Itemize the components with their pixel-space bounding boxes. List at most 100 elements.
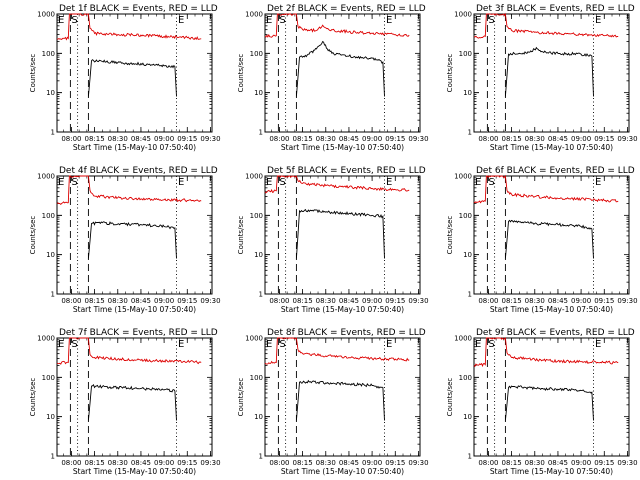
x-axis-label: Start Time (15-May-10 07:50:40) [281,305,404,314]
x-axis-label: Start Time (15-May-10 07:50:40) [490,467,613,476]
lld-series-line [56,13,202,41]
x-axis-label: Start Time (15-May-10 07:50:40) [281,143,404,152]
y-tick-label: 1 [51,129,55,137]
x-tick-label: 09:30 [408,297,428,305]
y-tick-label: 10 [46,89,55,97]
x-tick-label: 09:15 [385,297,405,305]
y-tick-label: 10 [46,413,55,421]
x-tick-label: 08:00 [478,297,498,305]
y-tick-label: 10 [46,251,55,259]
panel-title: Det 8f BLACK = Events, RED = LLD [267,328,426,338]
y-tick-label: 100 [250,212,263,220]
marker-s: S [71,177,77,188]
y-axis-label: Counts/sec [237,216,245,255]
x-tick-label: 09:00 [154,297,174,305]
x-tick-label: 08:30 [525,297,545,305]
marker-e: E [58,339,64,350]
marker-e: E [475,177,481,188]
x-tick-label: 08:00 [269,459,289,467]
plot-frame [473,175,630,295]
marker-e: E [386,339,392,350]
lld-series-line [264,13,410,38]
panel-title: Det 2f BLACK = Events, RED = LLD [267,4,426,14]
x-tick-label: 08:15 [84,459,104,467]
panel-title: Det 4f BLACK = Events, RED = LLD [59,166,218,176]
y-tick-label: 1000 [245,335,263,343]
marker-e: E [178,177,184,188]
plot-frame [473,337,630,457]
x-tick-label: 09:30 [408,135,428,143]
x-tick-label: 08:15 [292,135,312,143]
marker-e: E [386,177,392,188]
events-series-line [504,219,594,259]
y-tick-label: 10 [463,413,472,421]
x-tick-label: 08:15 [84,297,104,305]
events-series-line [504,46,594,97]
panel-1: Det 1f BLACK = Events, RED = LLD 1 10 100 10… [29,4,221,152]
x-tick-label: 08:30 [525,135,545,143]
x-tick-label: 09:15 [594,135,614,143]
x-tick-label: 09:00 [571,459,591,467]
y-tick-label: 1000 [37,11,55,19]
panel-title: Det 1f BLACK = Events, RED = LLD [59,4,218,14]
marker-s: S [488,339,494,350]
y-tick-label: 1 [51,453,55,461]
y-tick-label: 1 [468,291,472,299]
marker-e: E [58,177,64,188]
marker-s: S [279,339,285,350]
y-axis-label: Counts/sec [446,378,454,417]
x-tick-label: 08:00 [478,459,498,467]
lld-series-line [56,337,202,365]
y-tick-label: 100 [459,50,472,58]
y-tick-label: 10 [463,251,472,259]
panel-5: Det 5f BLACK = Events, RED = LLD 1 10 100 10… [237,166,429,314]
marker-s: S [488,177,494,188]
x-tick-label: 08:00 [61,297,81,305]
y-axis-label: Counts/sec [446,54,454,93]
x-tick-label: 09:30 [200,459,220,467]
y-tick-label: 100 [250,50,263,58]
y-tick-label: 1 [259,453,263,461]
x-tick-label: 08:15 [501,297,521,305]
panel-6: Det 6f BLACK = Events, RED = LLD 1 10 100 10… [446,166,638,314]
y-tick-label: 10 [254,413,263,421]
y-axis-label: Counts/sec [237,54,245,93]
x-tick-label: 08:15 [84,135,104,143]
x-tick-label: 08:30 [108,459,128,467]
x-tick-label: 08:30 [316,297,336,305]
y-tick-label: 1 [468,453,472,461]
marker-e: E [595,177,601,188]
x-tick-label: 09:30 [200,135,220,143]
x-tick-label: 08:45 [131,297,151,305]
x-tick-label: 08:00 [61,459,81,467]
x-tick-label: 08:30 [316,459,336,467]
x-axis-label: Start Time (15-May-10 07:50:40) [73,467,196,476]
events-series-line [295,379,385,421]
marker-e: E [386,15,392,26]
x-tick-label: 09:30 [617,459,637,467]
y-tick-label: 10 [254,251,263,259]
x-tick-label: 09:00 [362,135,382,143]
x-tick-label: 09:15 [177,135,197,143]
marker-s: S [488,15,494,26]
marker-s: S [71,15,77,26]
x-tick-label: 09:15 [385,135,405,143]
marker-e: E [266,177,272,188]
marker-s: S [279,15,285,26]
panel-title: Det 5f BLACK = Events, RED = LLD [267,166,426,176]
x-axis-label: Start Time (15-May-10 07:50:40) [73,305,196,314]
x-tick-label: 08:15 [501,459,521,467]
lld-series-line [264,175,410,194]
x-axis-label: Start Time (15-May-10 07:50:40) [490,305,613,314]
panel-4: Det 4f BLACK = Events, RED = LLD 1 10 100 10… [29,166,221,314]
x-tick-label: 08:00 [269,135,289,143]
y-tick-label: 100 [42,50,55,58]
x-tick-label: 09:15 [385,459,405,467]
plot-frame [56,175,213,295]
y-tick-label: 1000 [245,11,263,19]
panel-7: Det 7f BLACK = Events, RED = LLD 1 10 100 10… [29,328,221,476]
x-tick-label: 08:15 [292,297,312,305]
x-tick-label: 09:15 [594,459,614,467]
panel-8: Det 8f BLACK = Events, RED = LLD 1 10 100 10… [237,328,429,476]
plot-frame [56,13,213,133]
